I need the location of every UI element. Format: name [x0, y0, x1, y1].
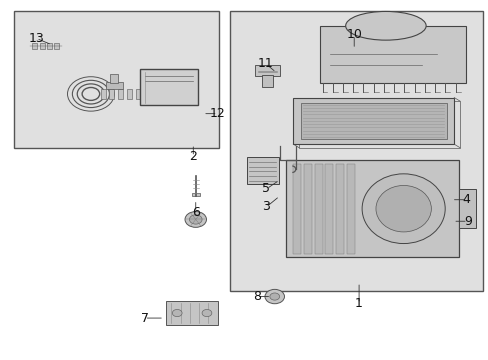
Bar: [261, 75, 273, 87]
Text: 5: 5: [262, 183, 270, 195]
Bar: [229, 12, 483, 291]
Circle shape: [202, 310, 211, 317]
Ellipse shape: [345, 12, 425, 40]
Bar: [153, 89, 158, 99]
Text: 8: 8: [252, 290, 260, 303]
Bar: [320, 26, 466, 83]
Bar: [47, 43, 52, 49]
Bar: [101, 89, 105, 99]
Circle shape: [189, 215, 202, 224]
Bar: [300, 103, 446, 139]
Circle shape: [269, 293, 279, 300]
Bar: [458, 189, 475, 228]
Bar: [285, 160, 458, 257]
Bar: [255, 65, 279, 76]
Bar: [246, 157, 278, 184]
Bar: [140, 69, 198, 105]
Text: 12: 12: [209, 107, 225, 120]
Bar: [299, 101, 459, 148]
Bar: [144, 89, 149, 99]
Bar: [54, 43, 59, 49]
Bar: [335, 164, 343, 253]
Text: 6: 6: [191, 206, 199, 219]
Bar: [314, 164, 322, 253]
Text: 11: 11: [257, 57, 273, 70]
Ellipse shape: [362, 174, 444, 244]
Bar: [14, 12, 219, 148]
Bar: [136, 89, 141, 99]
Bar: [346, 164, 354, 253]
Text: 1: 1: [354, 297, 362, 310]
Text: 9: 9: [463, 215, 471, 228]
Text: 13: 13: [28, 32, 44, 45]
Bar: [304, 164, 311, 253]
Bar: [105, 82, 122, 89]
Circle shape: [184, 212, 206, 227]
Bar: [40, 43, 44, 49]
Circle shape: [264, 289, 284, 304]
Bar: [293, 98, 453, 144]
Ellipse shape: [375, 185, 430, 232]
Bar: [293, 164, 301, 253]
Text: 3: 3: [262, 201, 270, 213]
Circle shape: [172, 310, 182, 317]
Text: 4: 4: [462, 193, 469, 206]
Bar: [325, 164, 332, 253]
Bar: [191, 193, 199, 196]
Bar: [127, 89, 132, 99]
Bar: [118, 89, 123, 99]
Text: 7: 7: [140, 311, 148, 325]
Bar: [166, 301, 217, 325]
Text: 10: 10: [346, 28, 362, 41]
Text: 2: 2: [189, 150, 197, 163]
Bar: [110, 74, 118, 83]
Bar: [109, 89, 114, 99]
Bar: [32, 43, 37, 49]
